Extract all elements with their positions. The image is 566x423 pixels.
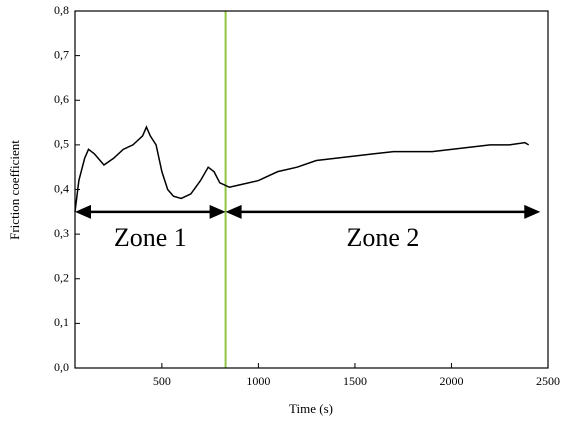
x-tick-label: 1500 [343,374,367,388]
arrow-head [225,204,242,219]
arrow-head [524,204,541,219]
y-tick-label: 0,1 [54,315,69,329]
y-tick-label: 0,8 [54,3,69,17]
x-tick-label: 2500 [536,374,560,388]
y-axis-title: Friction coefficient [7,140,22,240]
arrow-head [75,204,91,219]
y-tick-label: 0,3 [54,226,69,240]
y-tick-label: 0,6 [54,92,69,106]
x-tick-label: 1000 [246,374,270,388]
x-axis-title: Time (s) [289,401,333,416]
x-tick-label: 2000 [439,374,463,388]
arrow-head [209,204,226,219]
y-tick-label: 0,4 [54,181,69,195]
y-tick-label: 0,2 [54,271,69,285]
data-line [74,125,530,212]
zone-label: Zone 1 [114,223,187,252]
zone-label: Zone 2 [346,223,419,252]
x-tick-label: 500 [153,374,171,388]
plot-frame [74,10,549,369]
y-tick-label: 0,0 [54,360,69,374]
y-tick-label: 0,7 [54,47,69,61]
y-tick-label: 0,5 [54,137,69,151]
